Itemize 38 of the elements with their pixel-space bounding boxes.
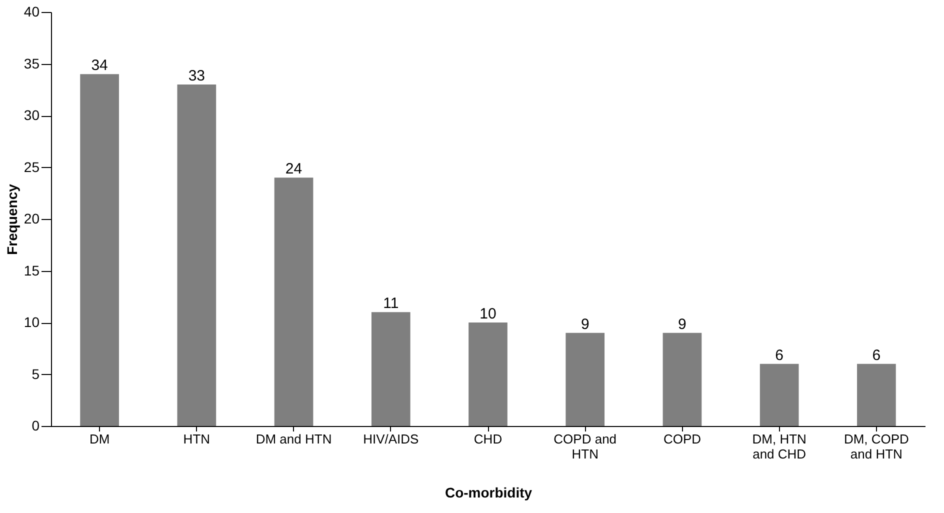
bar	[468, 322, 508, 426]
bar	[566, 332, 605, 426]
bar	[857, 364, 896, 426]
y-tick-label: 10	[24, 314, 40, 330]
x-tick-label: DM	[89, 432, 110, 446]
y-tick-label: 0	[32, 418, 40, 434]
x-tick-label: HIV/AIDS	[363, 432, 420, 446]
bar	[371, 312, 410, 426]
x-axis-title: Co-morbidity	[444, 484, 532, 500]
bar	[177, 84, 216, 426]
data-label: 9	[678, 316, 686, 333]
data-label: 6	[872, 346, 881, 364]
y-tick-label: 5	[32, 366, 40, 382]
y-tick-label: 30	[24, 107, 40, 123]
data-label: 6	[775, 346, 784, 364]
bar	[80, 74, 119, 426]
y-axis-title: Frequency	[4, 184, 20, 255]
data-label: 10	[480, 306, 496, 322]
y-tick-label: 25	[24, 158, 40, 175]
bar	[274, 178, 314, 426]
x-tick-label: COPD	[663, 432, 702, 446]
y-tick-label: 15	[24, 262, 40, 278]
bar	[662, 332, 702, 426]
data-label: 34	[91, 57, 108, 74]
x-tick-label: CHD	[474, 432, 502, 446]
y-tick-label: 20	[24, 210, 40, 226]
x-tick-label: COPD and HTN	[554, 432, 617, 462]
bar	[760, 364, 799, 426]
data-label: 33	[188, 67, 206, 84]
data-label: 11	[383, 295, 399, 312]
y-tick-label: 35	[24, 55, 40, 72]
data-label: 24	[285, 160, 302, 178]
x-tick-label: DM and HTN	[256, 432, 332, 446]
y-tick-label: 40	[24, 4, 40, 20]
data-label: 9	[580, 316, 590, 333]
x-tick-label: HTN	[183, 432, 210, 446]
x-tick-label: DM, COPD and HTN	[844, 432, 909, 462]
x-tick-label: DM, HTN and CHD	[752, 432, 806, 462]
